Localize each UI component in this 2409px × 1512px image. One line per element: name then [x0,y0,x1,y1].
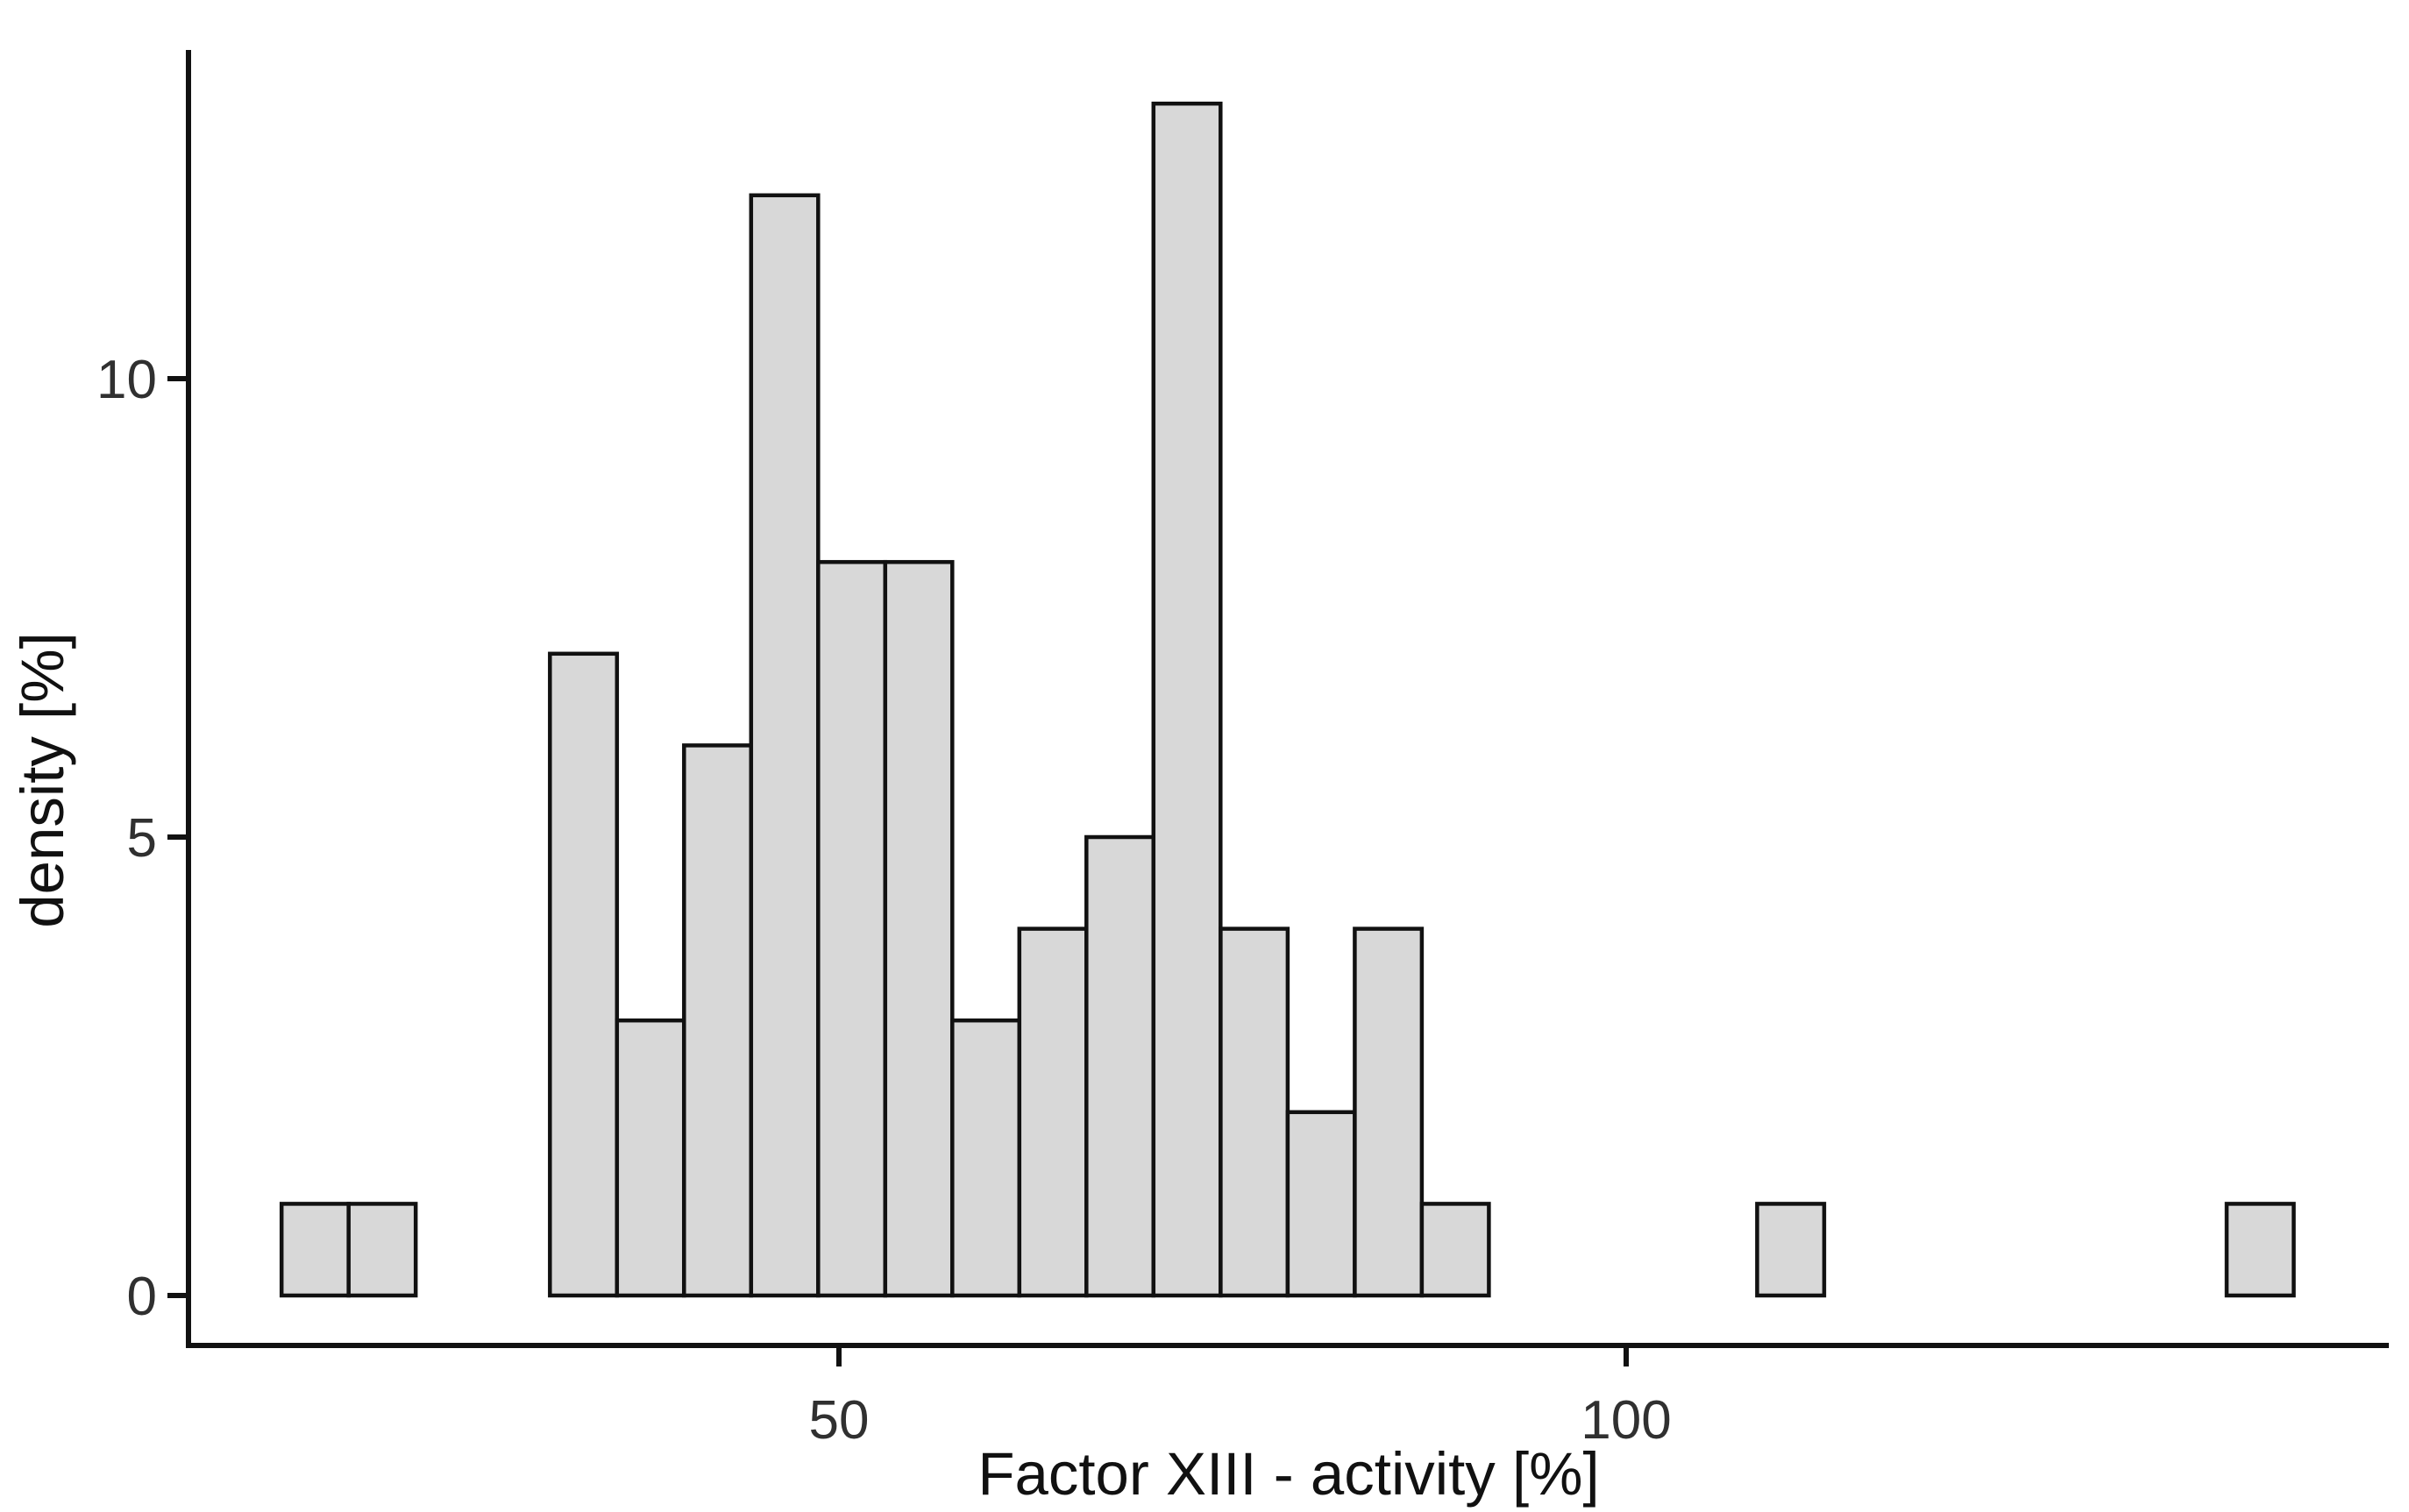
histogram-bar [1755,1202,1827,1298]
histogram-bar [1219,926,1290,1298]
histogram-bar [1419,1202,1491,1298]
histogram-bar [883,559,955,1298]
x-tick-label: 50 [809,1390,870,1451]
histogram-bar [346,1202,418,1298]
histogram-bar [2224,1202,2296,1298]
histogram-bar [950,1018,1022,1298]
histogram-bar [1084,834,1156,1298]
y-axis-title: density [%] [9,632,76,928]
x-axis-title: Factor XIII - activity [%] [977,1440,1599,1508]
histogram-bar [1017,926,1089,1298]
bars-layer [279,101,2296,1298]
histogram-bar [548,651,620,1298]
x-tick-label: 100 [1581,1390,1671,1451]
histogram-bar [682,743,754,1298]
histogram-bar [615,1018,686,1298]
ticks-layer: 0 5 10 50 100 [96,350,1672,1451]
histogram-bar [749,193,821,1298]
histogram-bar [816,559,888,1298]
y-tick-label: 10 [96,350,157,410]
histogram-bar [1151,101,1223,1298]
y-tick-label: 0 [127,1267,157,1327]
axis-layer [186,50,2389,1348]
y-tick-label: 5 [127,808,157,869]
histogram-bar [1353,926,1425,1298]
histogram-bar [279,1202,351,1298]
histogram-bar [1285,1110,1357,1298]
